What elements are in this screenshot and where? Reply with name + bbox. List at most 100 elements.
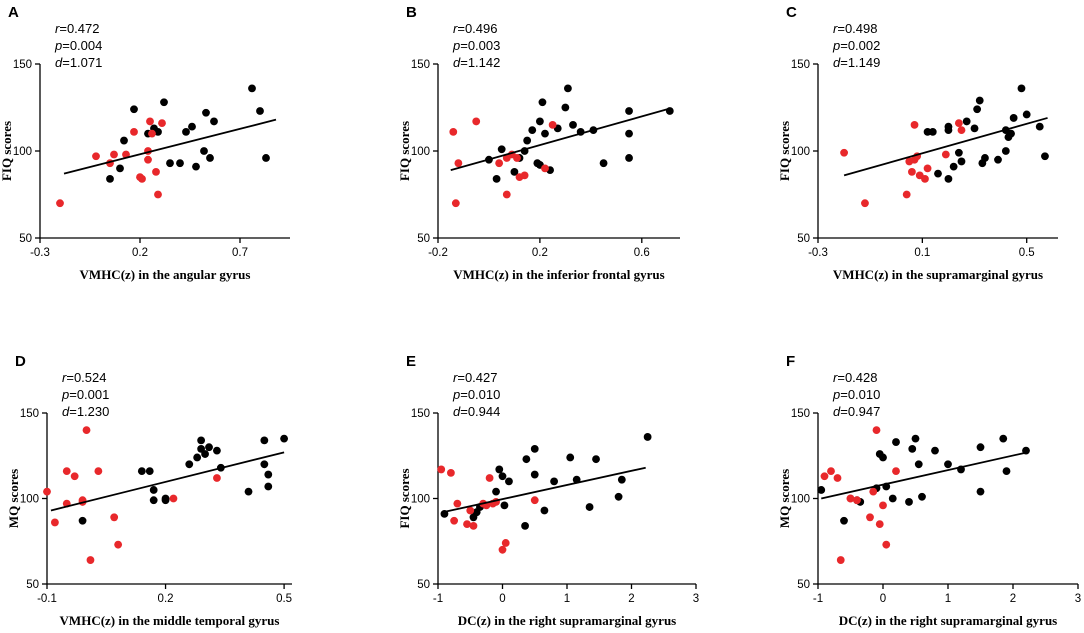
data-point-black: [182, 127, 190, 136]
data-point-red: [827, 467, 835, 476]
stat-value: 1.149: [848, 55, 881, 70]
y-tick-label: 50: [26, 579, 39, 591]
stat-equals: =: [840, 38, 848, 53]
data-point-red: [447, 468, 455, 477]
data-point-red: [110, 150, 118, 159]
y-tick-label: 100: [791, 494, 810, 506]
regression-line: [442, 466, 646, 514]
stat-value: 0.427: [465, 370, 498, 385]
x-axis-title: VMHC(z) in the middle temporal gyrus: [60, 613, 280, 628]
y-axis-title: MQ scores: [6, 469, 21, 528]
data-point-black: [197, 436, 206, 445]
stat-value: 0.947: [848, 404, 881, 419]
x-tick-label: 0: [880, 593, 886, 605]
data-point-black: [999, 434, 1008, 443]
x-tick-label: 2: [628, 593, 634, 605]
x-tick-label: 0.2: [132, 247, 148, 259]
stat-p: p=0.010: [452, 387, 500, 402]
data-point-red: [495, 159, 504, 168]
data-point-red: [469, 521, 478, 530]
stat-key: p: [832, 38, 840, 53]
data-point-red: [836, 556, 845, 564]
stat-value: 0.010: [468, 387, 501, 402]
y-tick-label: 150: [13, 59, 32, 71]
data-point-red: [908, 167, 916, 176]
data-point-black: [149, 486, 158, 494]
data-point-black: [569, 121, 577, 129]
data-point-black: [564, 84, 572, 93]
data-point-black: [530, 445, 539, 453]
stat-key: p: [452, 387, 460, 402]
x-tick-label: -0.2: [428, 247, 448, 259]
stat-key: d: [453, 404, 461, 419]
data-point-black: [905, 498, 913, 506]
stat-value: 0.944: [468, 404, 501, 419]
data-point-black: [116, 164, 124, 173]
data-point-black: [206, 154, 214, 162]
data-point-black: [505, 477, 513, 486]
data-point-red: [846, 494, 855, 503]
data-point-black: [994, 155, 1002, 164]
data-point-red: [910, 121, 919, 129]
stat-equals: =: [840, 387, 848, 402]
data-point-black: [166, 159, 174, 168]
x-tick-label: 0.1: [914, 247, 930, 259]
data-point-red: [114, 540, 123, 549]
stat-value: 0.003: [468, 38, 501, 53]
data-point-black: [161, 494, 170, 503]
data-point-red: [833, 474, 842, 482]
data-point-red: [882, 540, 891, 549]
data-point-red: [513, 154, 521, 162]
data-point-red: [892, 467, 900, 476]
y-tick-label: 100: [791, 146, 810, 158]
x-tick-label: 3: [1075, 593, 1081, 605]
data-point-black: [550, 477, 558, 486]
data-point-red: [902, 190, 911, 199]
data-point-red: [451, 199, 460, 208]
data-point-black: [625, 154, 633, 162]
panel-letter: D: [15, 353, 26, 370]
data-point-black: [495, 465, 504, 474]
data-point-black: [973, 105, 982, 114]
stat-p: p=0.004: [54, 38, 102, 53]
stat-equals: =: [840, 55, 848, 70]
data-point-black: [817, 486, 826, 494]
stat-value: 0.002: [848, 38, 881, 53]
x-tick-label: 0.5: [276, 593, 292, 605]
data-point-red: [213, 474, 221, 482]
data-point-black: [492, 174, 501, 183]
y-tick-label: 150: [411, 408, 430, 420]
data-point-black: [585, 503, 594, 511]
data-point-red: [820, 472, 829, 481]
stat-value: 0.498: [845, 21, 878, 36]
stat-equals: =: [837, 370, 845, 385]
data-point-black: [976, 487, 985, 496]
data-point-black: [934, 169, 942, 178]
stat-r: r=0.524: [62, 370, 106, 385]
data-point-red: [454, 159, 463, 168]
data-point-black: [264, 470, 273, 479]
data-point-black: [643, 433, 652, 441]
data-point-black: [599, 159, 608, 168]
data-point-red: [463, 520, 471, 529]
stat-value: 1.071: [70, 55, 103, 70]
data-point-red: [872, 426, 881, 434]
data-point-black: [202, 108, 210, 117]
data-point-red: [501, 539, 510, 547]
data-point-black: [561, 103, 570, 112]
y-tick-label: 100: [20, 494, 39, 506]
data-point-red: [869, 487, 878, 496]
data-point-black: [145, 467, 154, 476]
data-point-black: [192, 162, 200, 171]
stat-value: 1.230: [77, 404, 110, 419]
data-point-red: [92, 152, 100, 161]
y-tick-label: 100: [411, 146, 430, 158]
data-point-black: [1007, 129, 1015, 138]
x-tick-label: 1: [564, 593, 570, 605]
data-point-red: [548, 121, 557, 129]
data-point-black: [1001, 147, 1010, 155]
data-point-red: [954, 119, 963, 128]
stat-value: 0.001: [77, 387, 110, 402]
data-point-black: [931, 446, 939, 455]
